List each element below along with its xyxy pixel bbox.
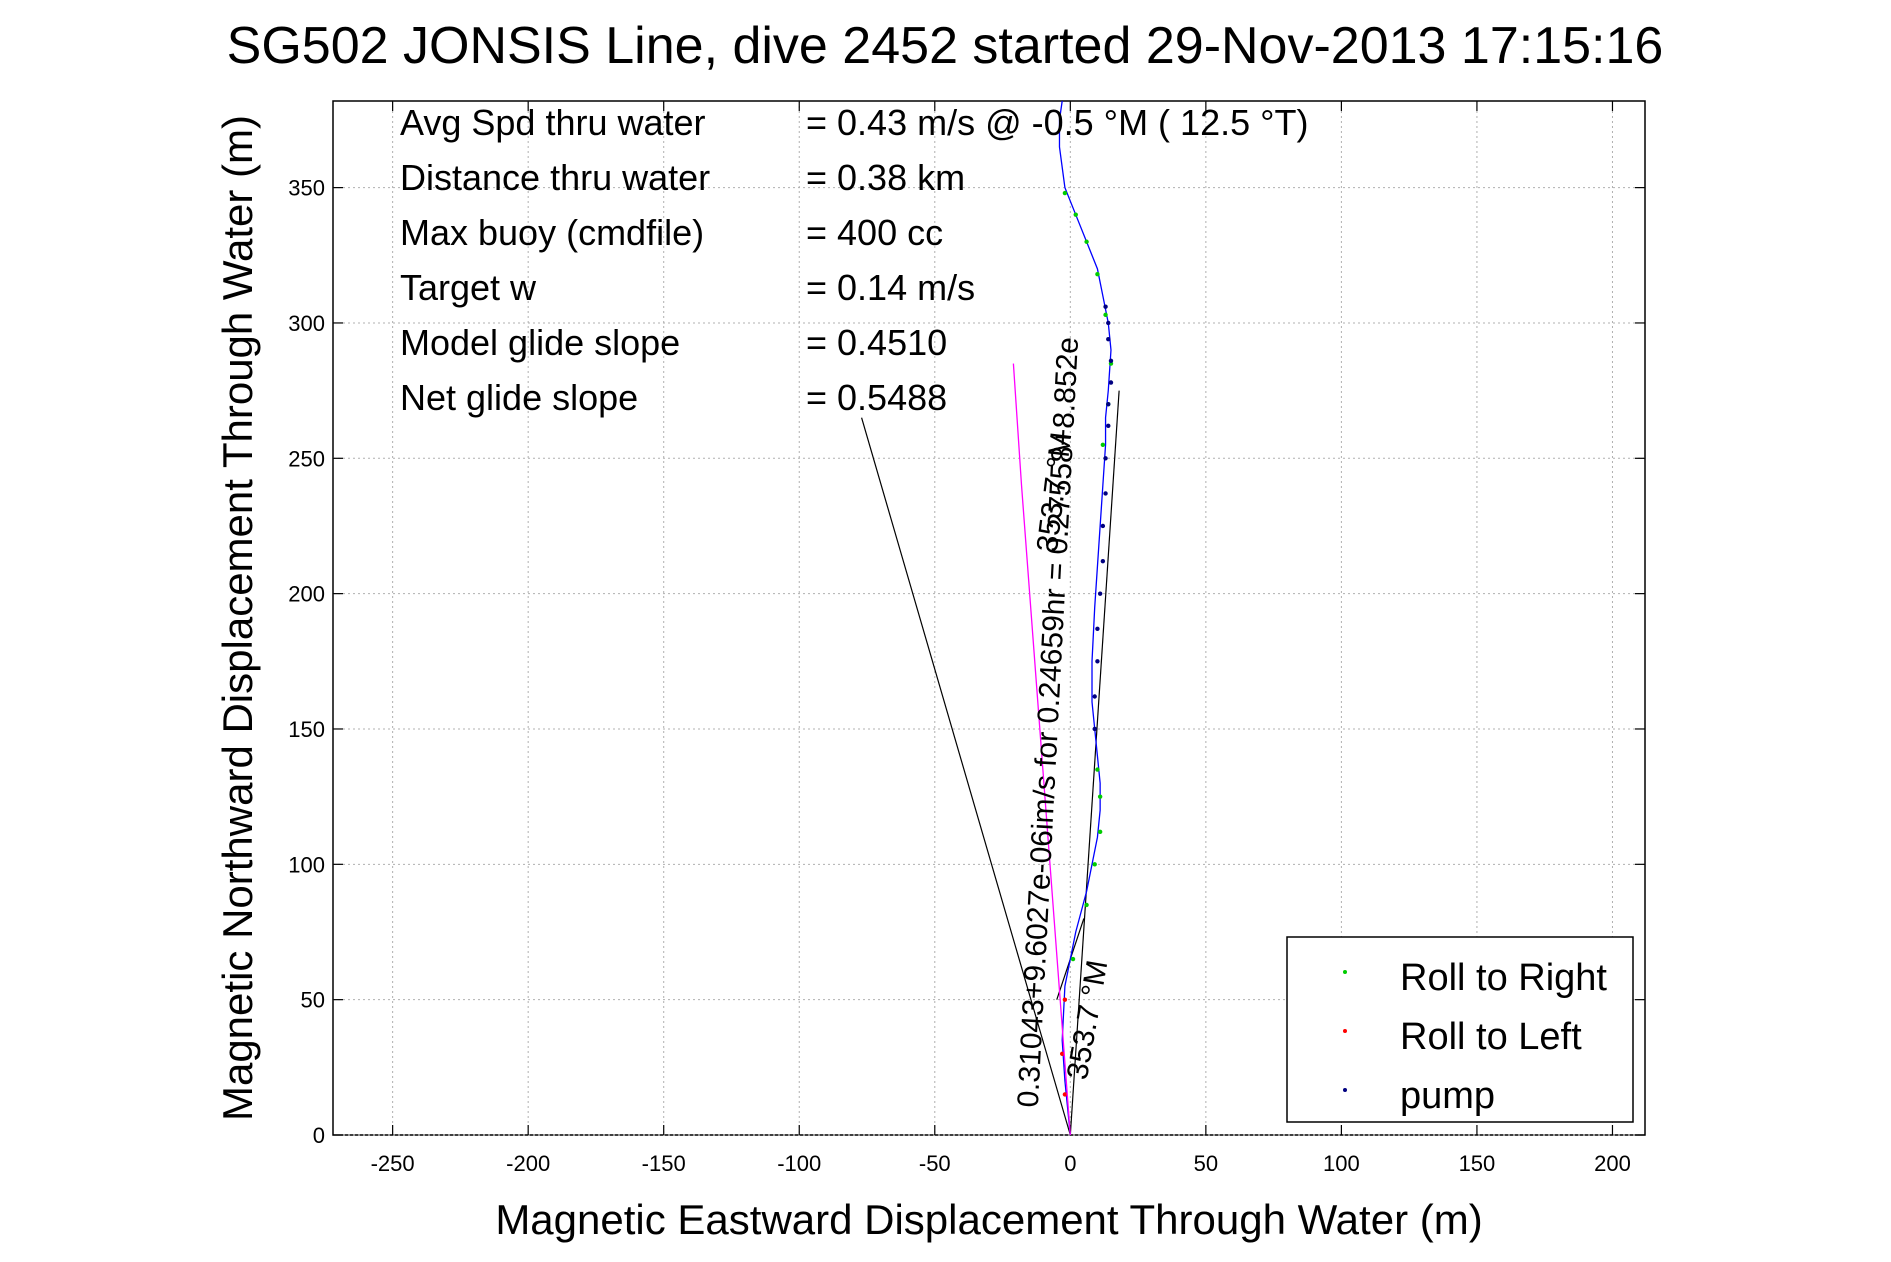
series-point	[1108, 380, 1114, 385]
stat-value: = 0.38 km	[806, 157, 965, 198]
chart-title: SG502 JONSIS Line, dive 2452 started 29-…	[227, 17, 1664, 75]
y-tick-label: 50	[301, 988, 325, 1013]
x-axis: -250 -200 -150 -100 -50 0 50 100 150 200	[371, 101, 1631, 1176]
guide-line	[861, 417, 1071, 1136]
series-point	[1106, 336, 1111, 342]
series-point	[1095, 272, 1100, 277]
y-axis-label: Magnetic Northward Displacement Through …	[214, 115, 261, 1121]
stat-label: Max buoy (cmdfile)	[400, 212, 704, 253]
stat-value: = 0.4510	[806, 322, 947, 363]
y-tick-label: 200	[288, 582, 325, 607]
x-tick-label: 200	[1594, 1151, 1631, 1176]
x-tick-label: 0	[1064, 1151, 1076, 1176]
y-tick-label: 100	[288, 852, 325, 877]
x-tick-label: 100	[1323, 1151, 1360, 1176]
y-tick-label: 300	[288, 311, 325, 336]
series-point	[1062, 997, 1068, 1002]
y-tick-label: 250	[288, 446, 325, 471]
series-point	[1100, 558, 1106, 564]
stat-label: Net glide slope	[400, 377, 638, 418]
y-tick-label: 150	[288, 717, 325, 742]
legend: Roll to Right Roll to Left pump	[1286, 936, 1634, 1123]
series-point	[1106, 320, 1111, 326]
legend-items: Roll to Right Roll to Left pump	[1343, 957, 1607, 1117]
series-point	[1092, 862, 1097, 867]
legend-label: pump	[1400, 1075, 1495, 1117]
series-line-0	[1058, 100, 1112, 1136]
stats-block: Avg Spd thru water = 0.43 m/s @ -0.5 °M (…	[400, 102, 1309, 418]
series-point	[1106, 423, 1111, 429]
series-point	[1103, 491, 1108, 496]
stat-value: = 0.5488	[806, 377, 947, 418]
x-tick-label: -100	[777, 1151, 821, 1176]
series-point	[1106, 401, 1111, 407]
stat-label: Avg Spd thru water	[400, 102, 706, 143]
legend-marker	[1343, 970, 1347, 974]
series-point	[1073, 212, 1078, 217]
series-point	[1095, 767, 1100, 772]
stat-value: = 0.14 m/s	[806, 267, 975, 308]
guide-line	[1069, 390, 1120, 1136]
series-point	[1092, 726, 1097, 732]
series-point	[1100, 442, 1106, 447]
y-axis: 0 50 100 150 200 250 300 350	[288, 176, 1645, 1148]
legend-marker	[1343, 1088, 1347, 1092]
series-point	[1097, 794, 1103, 799]
series-point	[1070, 956, 1076, 962]
series-point	[1059, 1051, 1065, 1056]
series-point	[1062, 190, 1068, 196]
series-point	[1095, 659, 1100, 664]
x-axis-label: Magnetic Eastward Displacement Through W…	[495, 1196, 1482, 1243]
series-point	[1103, 304, 1108, 309]
series-point	[1092, 694, 1097, 699]
legend-label: Roll to Left	[1400, 1016, 1582, 1058]
series-point	[1084, 902, 1089, 908]
series-group	[1012, 100, 1114, 1136]
stat-label: Target w	[400, 267, 537, 308]
x-tick-label: -200	[506, 1151, 550, 1176]
series-point	[1095, 626, 1100, 632]
series-point	[1097, 591, 1103, 596]
stat-value: = 0.43 m/s @ -0.5 °M ( 12.5 °T)	[806, 102, 1309, 143]
series-point	[1062, 1092, 1068, 1097]
series-point	[1097, 829, 1103, 835]
stat-label: Distance thru water	[400, 157, 710, 198]
legend-marker	[1343, 1029, 1347, 1033]
series-point	[1100, 523, 1106, 529]
x-tick-label: -150	[642, 1151, 686, 1176]
x-tick-label: -50	[919, 1151, 951, 1176]
series-point	[1103, 312, 1108, 318]
y-tick-label: 0	[313, 1123, 325, 1148]
y-tick-label: 350	[288, 176, 325, 201]
x-tick-label: -250	[371, 1151, 415, 1176]
x-tick-label: 150	[1459, 1151, 1496, 1176]
series-line-4	[1012, 363, 1071, 1136]
series-point	[1108, 358, 1114, 364]
x-tick-label: 50	[1194, 1151, 1218, 1176]
stat-value: = 400 cc	[806, 212, 943, 253]
series-point	[1084, 239, 1089, 244]
series-point	[1103, 456, 1108, 461]
stat-label: Model glide slope	[400, 322, 680, 363]
legend-label: Roll to Right	[1400, 957, 1607, 999]
